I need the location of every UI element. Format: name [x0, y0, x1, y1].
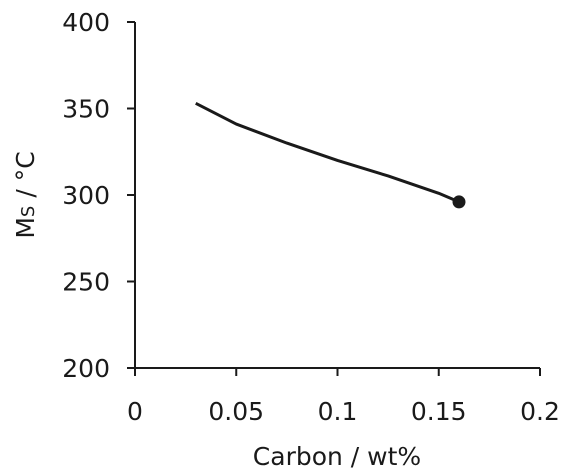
y-axis-title-subscript: S	[18, 206, 39, 217]
x-tick-label: 0.05	[208, 397, 264, 426]
y-tick-label: 200	[62, 354, 110, 383]
y-tick-label: 350	[62, 95, 110, 124]
x-axis-title: Carbon / wt%	[253, 442, 421, 471]
end-point-marker	[452, 195, 466, 209]
y-tick-labels: 400 350 300 250 200	[62, 8, 110, 383]
y-axis-title: MS / °C	[11, 151, 40, 238]
x-tick-label: 0.1	[318, 397, 358, 426]
y-tick-label: 400	[62, 8, 110, 37]
x-tick-labels: 0 0.05 0.1 0.15 0.2	[127, 397, 560, 426]
x-tick-label: 0	[127, 397, 143, 426]
series-line	[195, 101, 460, 204]
y-axis-title-main: M	[11, 217, 40, 239]
x-tick-label: 0.2	[520, 397, 560, 426]
y-tick-label: 300	[62, 181, 110, 210]
y-axis-title-rest: / °C	[11, 151, 40, 205]
y-tick-label: 250	[62, 268, 110, 297]
series-layer	[195, 101, 466, 209]
x-ticks	[134, 368, 541, 376]
y-ticks	[127, 21, 135, 369]
x-tick-label: 0.15	[411, 397, 467, 426]
